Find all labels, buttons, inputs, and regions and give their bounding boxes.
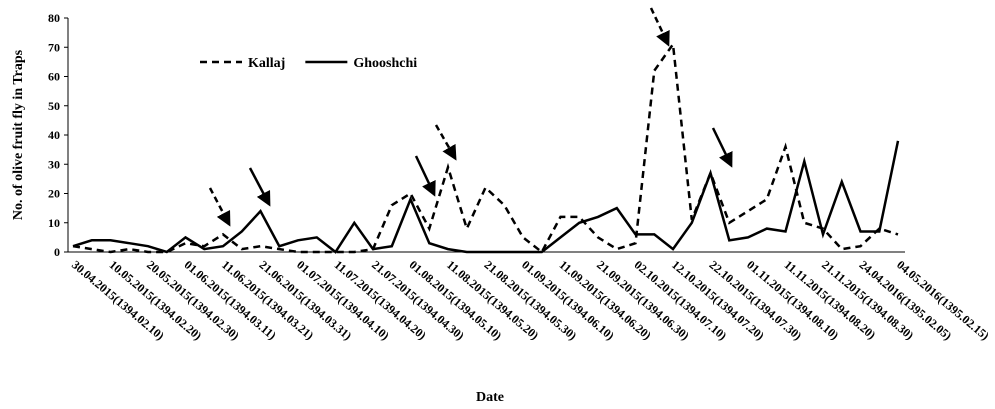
legend-label: Ghooshchi <box>353 56 417 71</box>
y-axis-label: No. of olive fruit fly in Traps <box>11 49 26 220</box>
y-tick-label: 30 <box>48 157 60 171</box>
x-axis-label: Date <box>476 390 504 405</box>
annotation-arrows <box>208 7 733 227</box>
arrow <box>711 127 733 168</box>
y-tick-label: 10 <box>48 216 60 230</box>
y-tick-label: 50 <box>48 99 60 113</box>
series-line <box>72 40 899 254</box>
arrow <box>248 167 271 207</box>
arrow <box>434 124 457 161</box>
y-tick-label: 0 <box>54 245 60 259</box>
arrow <box>649 7 670 47</box>
y-tick-label: 80 <box>48 11 60 25</box>
y-tick-label: 70 <box>48 40 60 54</box>
legend-label: Kallaj <box>248 56 285 71</box>
y-tick-label: 20 <box>48 187 60 201</box>
arrow <box>414 155 436 197</box>
series-line <box>72 140 900 254</box>
y-tick-label: 60 <box>48 70 60 84</box>
arrow <box>208 187 231 227</box>
y-tick-label: 40 <box>48 128 60 142</box>
